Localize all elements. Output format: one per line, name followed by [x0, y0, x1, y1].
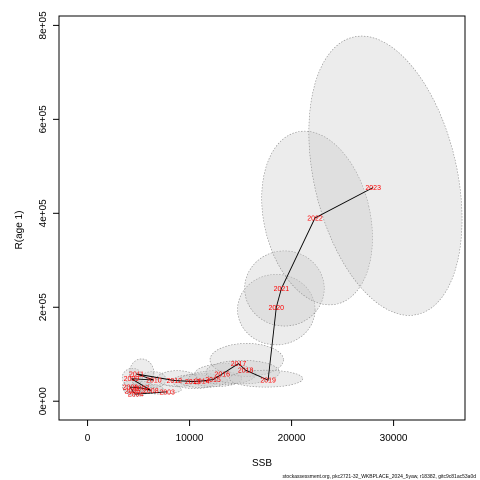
x-axis-title: SSB [252, 458, 272, 469]
trajectory-line [129, 187, 374, 395]
y-axis-title: R(age 1) [14, 211, 25, 250]
x-tick-label-20000: 20000 [278, 433, 306, 444]
confidence-ellipses [121, 35, 463, 397]
year-label-2012: 2012 [166, 378, 182, 385]
year-label-2017: 2017 [231, 361, 247, 368]
year-label-2019: 2019 [260, 378, 276, 385]
ellipse-2019 [229, 369, 304, 388]
ellipse-2017 [209, 343, 284, 377]
x-tick-label-10000: 10000 [176, 433, 204, 444]
year-label-2008: 2008 [143, 388, 159, 395]
year-label-2006: 2006 [123, 385, 139, 392]
y-tick-label-6e+05: 6e+05 [38, 105, 49, 134]
ellipse-2023 [308, 35, 463, 316]
year-label-2004: 2004 [128, 392, 144, 399]
year-label-2011: 2011 [129, 371, 144, 378]
year-label-2018: 2018 [238, 368, 254, 375]
ellipse-2021 [244, 250, 325, 327]
year-label-2009: 2009 [124, 376, 140, 383]
footer-note: stockassessment.org, pkc2721-32_WKBPLACE… [283, 474, 477, 480]
ellipse-2022 [261, 130, 373, 306]
ellipse-2003 [140, 384, 182, 395]
year-label-2016: 2016 [214, 371, 230, 378]
year-label-2023: 2023 [365, 185, 381, 192]
y-axis: 0e+00 2e+05 4e+05 6e+05 8e+05 [38, 11, 60, 416]
year-label-2015: 2015 [205, 377, 221, 384]
y-tick-label-0e+00: 0e+00 [38, 387, 49, 416]
year-label-2022: 2022 [307, 216, 323, 223]
x-tick-label-0: 0 [85, 433, 91, 444]
year-label-2021: 2021 [274, 286, 290, 293]
y-tick-label-2e+05: 2e+05 [38, 293, 49, 322]
y-tick-label-8e+05: 8e+05 [38, 11, 49, 40]
year-label-2013: 2013 [185, 379, 201, 386]
year-label-2007: 2007 [134, 386, 150, 393]
y-tick-label-4e+05: 4e+05 [38, 199, 49, 228]
x-axis: 0 10000 20000 30000 [85, 419, 408, 444]
x-tick-label-30000: 30000 [380, 433, 408, 444]
year-label-2003: 2003 [159, 389, 175, 396]
ellipse-2016 [194, 363, 257, 385]
year-label-2005: 2005 [125, 388, 141, 395]
year-label-2020: 2020 [268, 305, 284, 312]
trajectory-line-group [129, 187, 374, 395]
year-label-2014: 2014 [194, 379, 210, 386]
year-label-2010: 2010 [146, 378, 162, 385]
